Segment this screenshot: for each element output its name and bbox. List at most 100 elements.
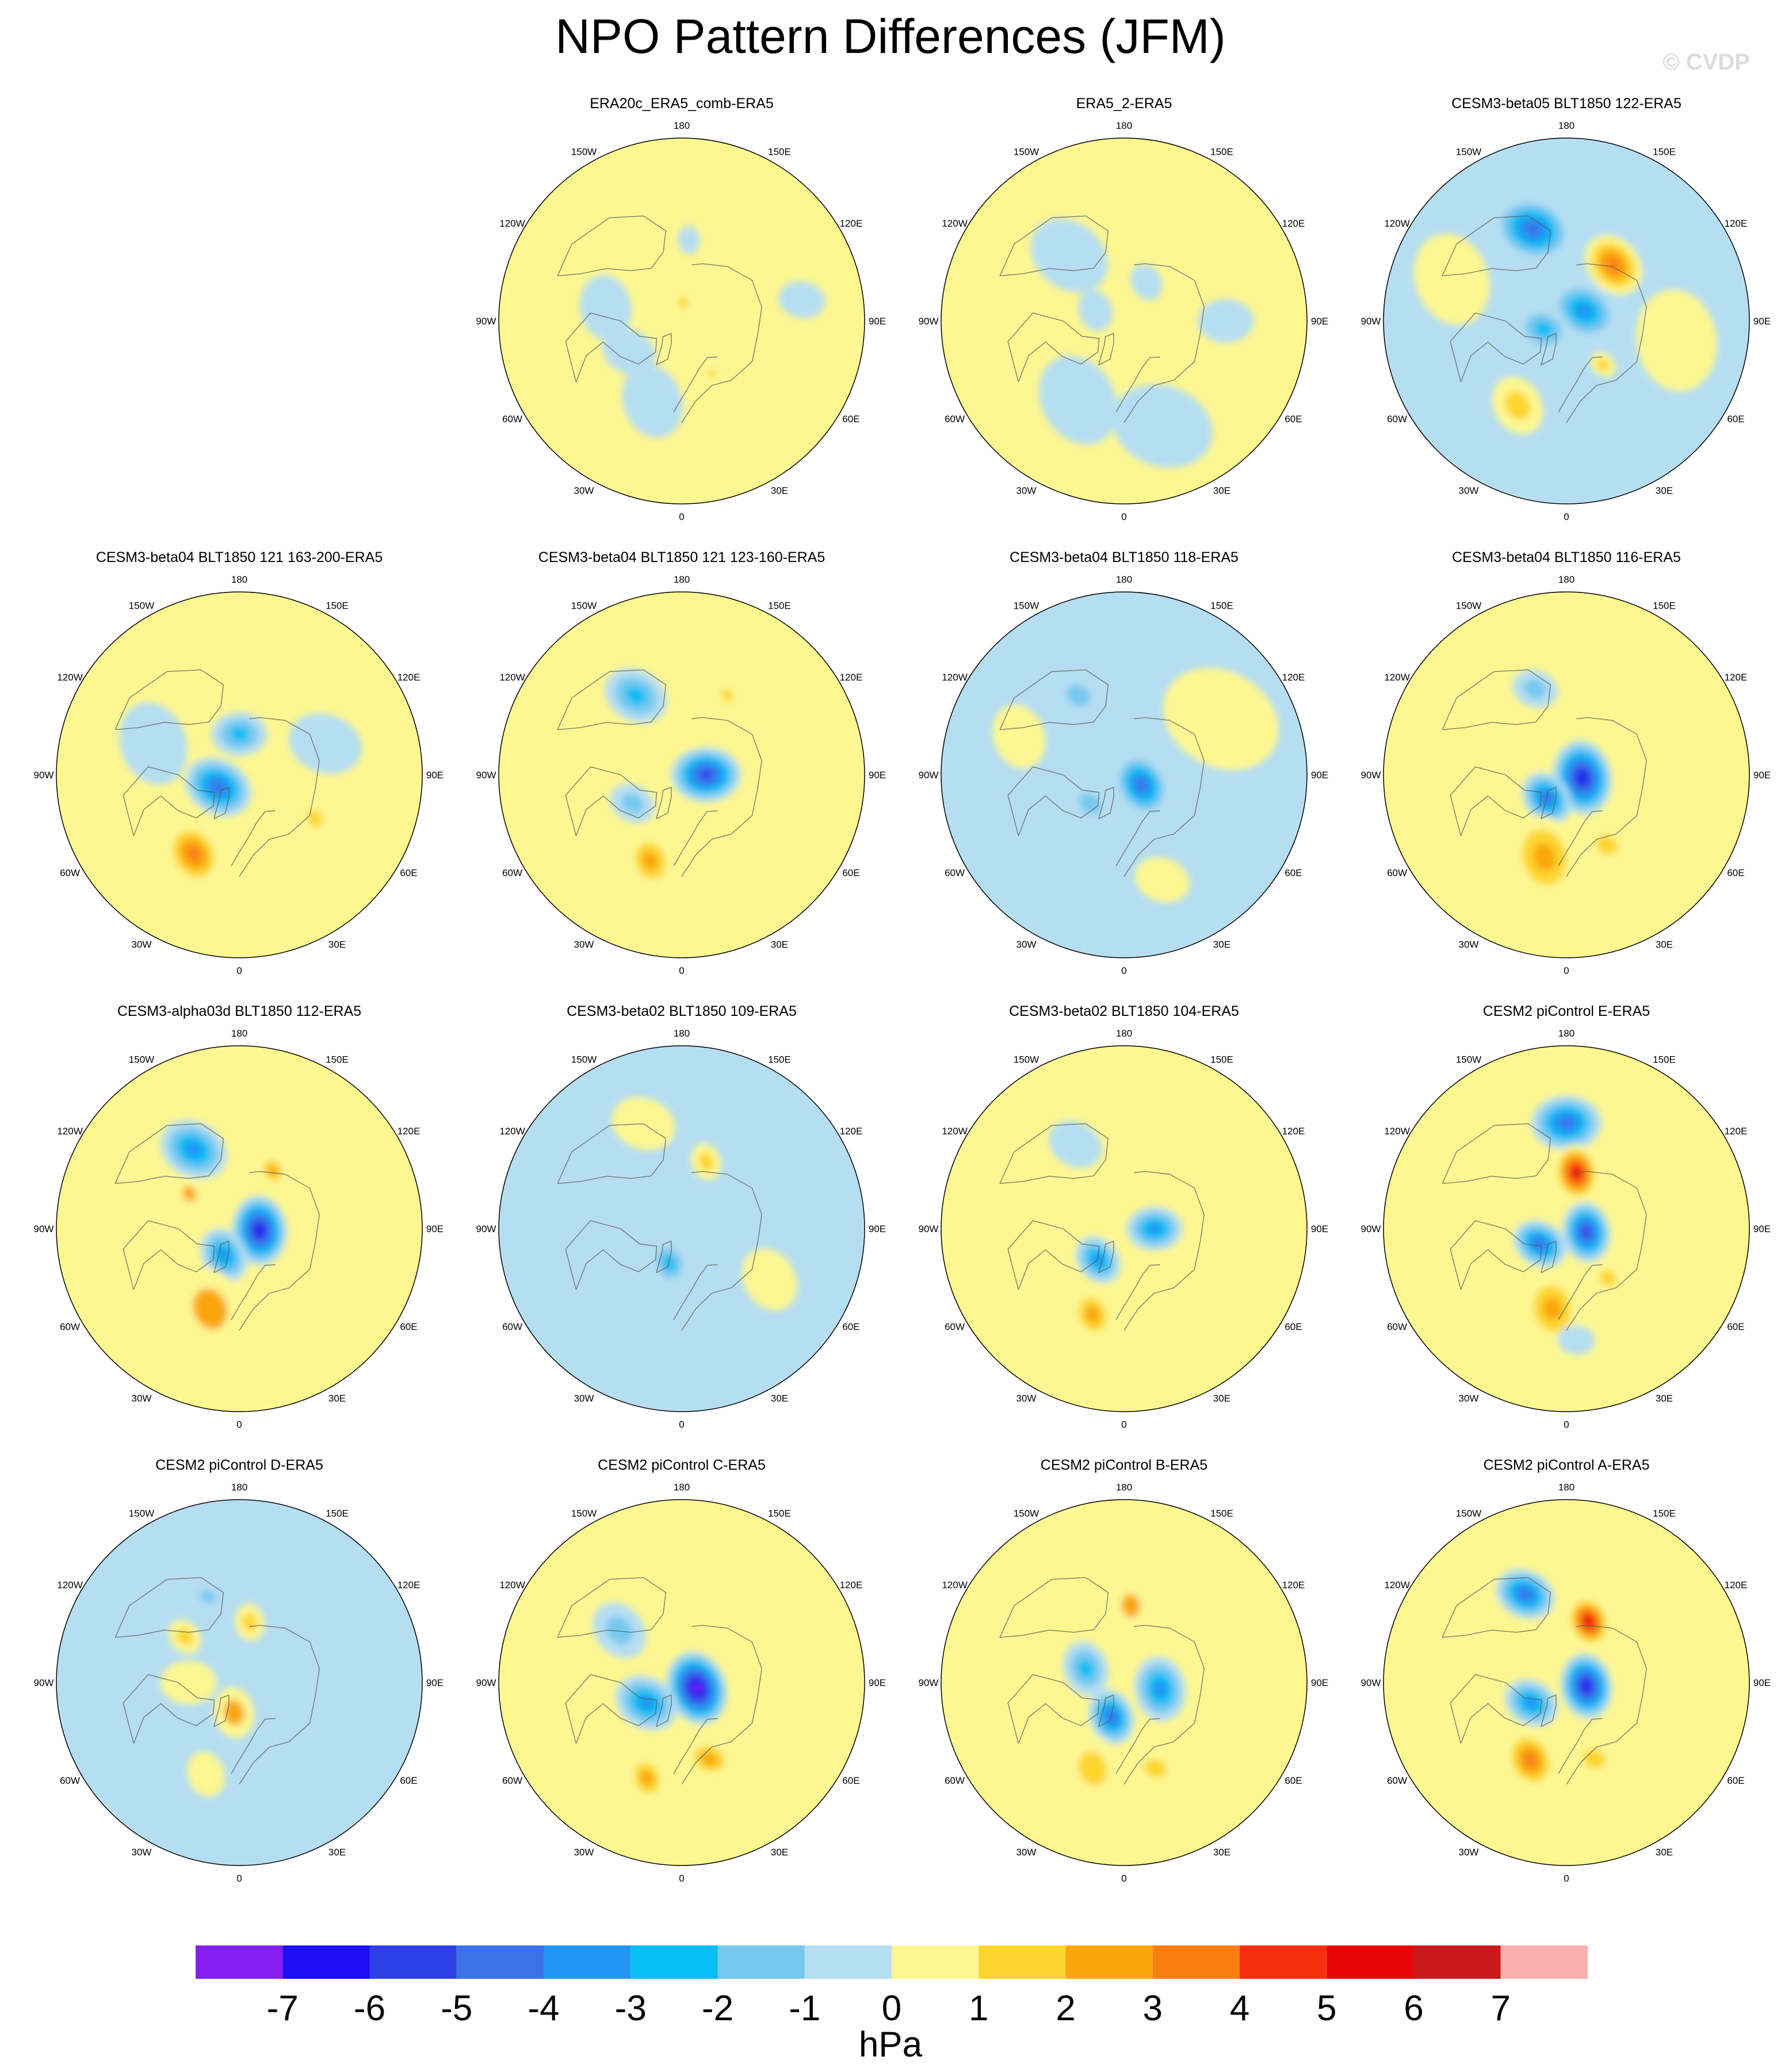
- longitude-label: 180: [1116, 1482, 1132, 1493]
- longitude-label: 120W: [499, 218, 525, 229]
- map-frame: [1383, 1045, 1750, 1412]
- coastline: [656, 1240, 672, 1274]
- coastline: [1123, 263, 1205, 423]
- colorbar-swatch: [1413, 1945, 1501, 1979]
- coastline: [1450, 766, 1542, 836]
- background-field: [941, 138, 1307, 504]
- anomaly-contour: [1079, 793, 1101, 814]
- coastline: [1115, 1718, 1160, 1774]
- longitude-label: 120E: [1725, 218, 1748, 229]
- longitude-label: 150E: [768, 1054, 791, 1065]
- coastline: [565, 312, 658, 383]
- coastline: [999, 1577, 1109, 1638]
- coastline: [1123, 717, 1205, 877]
- anomaly-contour: [721, 689, 733, 702]
- anomaly-contour: [678, 297, 688, 309]
- longitude-label: 120W: [499, 672, 525, 683]
- coastline: [239, 1624, 320, 1785]
- longitude-label: 150E: [326, 1508, 349, 1519]
- longitude-label: 120W: [57, 672, 82, 683]
- longitude-label: 90W: [476, 1224, 496, 1234]
- coastline: [1450, 1220, 1542, 1290]
- coastline: [1450, 1674, 1542, 1744]
- colorbar-tick-label: 3: [1143, 1989, 1163, 2028]
- longitude-label: 30W: [574, 1393, 594, 1404]
- anomaly-contour: [625, 686, 647, 705]
- polar-map: 180 150E 120E 90E 60E 30E 0 30W 60W 90W 120W 150W: [919, 1482, 1329, 1884]
- coastline: [673, 356, 718, 412]
- coastline: [1098, 1694, 1114, 1727]
- anomaly-contour: [255, 1225, 264, 1236]
- colorbar-tick-label: -2: [702, 1989, 733, 2028]
- colorbar-tick-label: -3: [615, 1989, 647, 2028]
- anomaly-contour: [1572, 1168, 1580, 1178]
- coastline: [231, 810, 276, 866]
- panel-title: CESM2 piControl E-ERA5: [1482, 1003, 1650, 1019]
- polar-map: 180 150E 120E 90E 60E 30E 0 30W 60W 90W 120W 150W: [34, 1482, 444, 1884]
- anomaly-contour: [1163, 667, 1279, 770]
- longitude-label: 120E: [398, 672, 421, 683]
- longitude-label: 90E: [869, 1224, 886, 1234]
- coastline: [1566, 263, 1647, 423]
- panel-title: CESM3-beta04 BLT1850 116-ERA5: [1452, 549, 1681, 565]
- coastline: [1566, 717, 1647, 877]
- longitude-label: 180: [674, 1482, 690, 1493]
- longitude-label: 120E: [1282, 218, 1305, 229]
- map-frame: [941, 1499, 1308, 1866]
- polar-map: 180 150E 120E 90E 60E 30E 0 30W 60W 90W 120W 150W: [476, 1028, 886, 1430]
- longitude-label: 30W: [132, 939, 152, 950]
- background-field: [941, 1046, 1307, 1412]
- map-panel: CESM3-beta02 BLT1850 109-ERA5 180 150E 120E…: [463, 1003, 900, 1442]
- background-field: [499, 1046, 865, 1412]
- longitude-label: 150W: [1014, 601, 1039, 611]
- coastline: [123, 1220, 215, 1290]
- anomaly-contour: [1524, 1697, 1538, 1709]
- colorbar-swatch: [282, 1945, 370, 1979]
- colorbar-tick-label: 2: [1056, 1989, 1075, 2028]
- longitude-label: 150E: [1210, 147, 1233, 158]
- longitude-label: 120W: [57, 1126, 82, 1137]
- anomaly-contour: [1557, 1325, 1595, 1355]
- longitude-label: 60E: [1285, 867, 1302, 878]
- longitude-label: 120E: [1725, 672, 1748, 683]
- coastline: [1450, 312, 1542, 383]
- longitude-label: 30W: [574, 1847, 594, 1857]
- map-frame: [56, 1499, 423, 1866]
- longitude-label: 30E: [328, 1847, 346, 1857]
- anomaly-contour: [1599, 1270, 1617, 1287]
- longitude-label: 120E: [1282, 1126, 1305, 1137]
- coastline: [1098, 786, 1114, 820]
- colorbar-swatch: [1327, 1945, 1414, 1979]
- coastline: [557, 1123, 667, 1184]
- colorbar-tick-label: -6: [354, 1989, 385, 2028]
- colorbar-tick-label: -7: [267, 1989, 299, 2028]
- longitude-label: 0: [1564, 965, 1569, 976]
- longitude-label: 30W: [574, 939, 594, 950]
- longitude-label: 120E: [840, 672, 863, 683]
- longitude-label: 0: [236, 965, 242, 976]
- anomaly-contour: [1596, 835, 1618, 855]
- anomaly-contour: [1519, 1589, 1531, 1600]
- longitude-label: 90W: [476, 770, 496, 781]
- anomaly-contour: [1147, 1223, 1162, 1234]
- longitude-label: 150W: [571, 147, 597, 158]
- map-panel: ERA20c_ERA5_comb-ERA5 180 150E 120E 90E 60E 30…: [463, 95, 900, 534]
- longitude-label: 60W: [60, 1321, 80, 1332]
- polar-map: 180 150E 120E 90E 60E 30E 0 30W 60W 90W 120W 150W: [476, 1482, 886, 1884]
- longitude-label: 150E: [326, 1054, 349, 1065]
- anomaly-contour: [1578, 772, 1587, 783]
- longitude-label: 120E: [1282, 672, 1305, 683]
- anomaly-contour: [160, 1660, 217, 1705]
- anomaly-contour: [992, 704, 1046, 769]
- anomaly-contour: [579, 275, 632, 341]
- longitude-label: 150E: [1653, 1054, 1676, 1065]
- background-field: [56, 1500, 422, 1865]
- colorbar-swatch: [892, 1945, 979, 1979]
- panel-title: CESM2 piControl A-ERA5: [1483, 1457, 1650, 1473]
- anomaly-contour: [1136, 778, 1148, 792]
- longitude-label: 0: [1121, 1873, 1126, 1884]
- map-frame: [498, 591, 865, 958]
- longitude-label: 90E: [869, 316, 886, 327]
- coastline: [673, 1264, 718, 1320]
- longitude-label: 150W: [1456, 1054, 1481, 1065]
